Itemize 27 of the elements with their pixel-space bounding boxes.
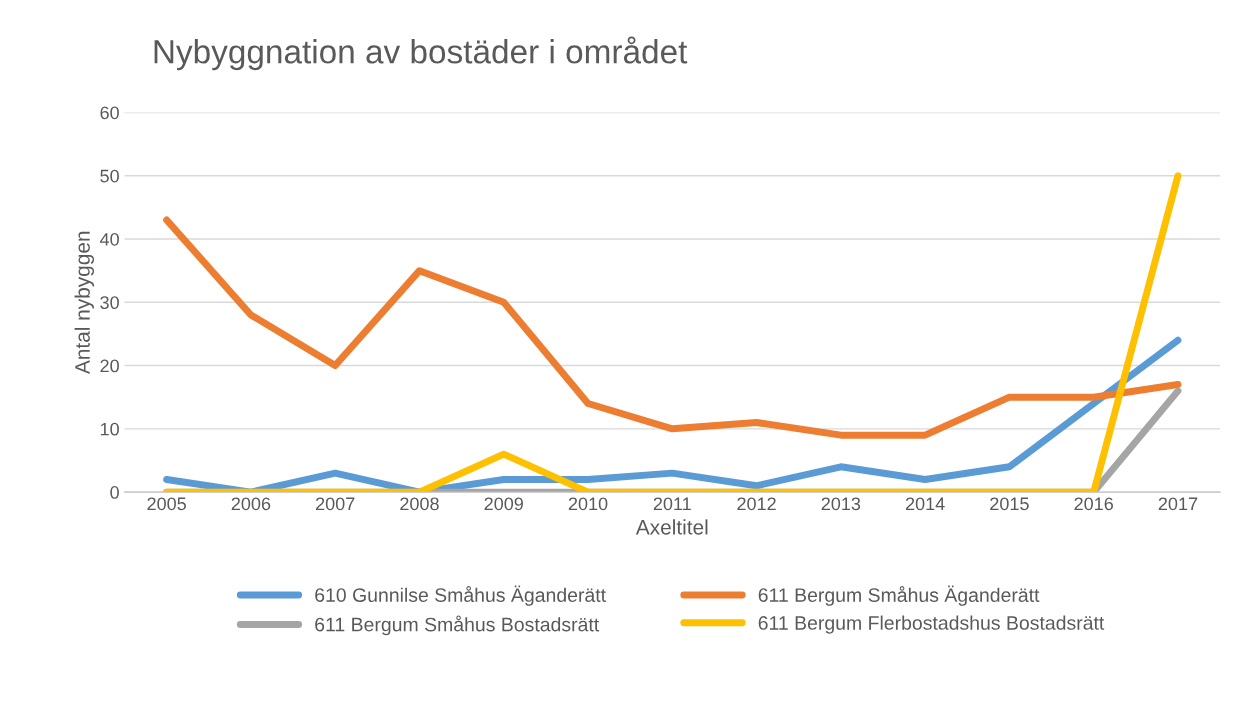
y-tick-label: 30	[100, 296, 119, 310]
y-tick-label: 60	[100, 106, 119, 120]
y-tick-label: 40	[99, 232, 119, 246]
y-axis-title: Antal nybyggen	[74, 231, 94, 375]
x-tick-label: 2015	[990, 497, 1029, 511]
x-tick-label: 2017	[1158, 497, 1198, 511]
y-tick-label: 50	[100, 169, 119, 183]
legend-label: 611 Bergum Flerbostadshus Bostadsrätt	[758, 615, 1105, 634]
legend-label: 611 Bergum Småhus Bostadsrätt	[315, 615, 600, 636]
y-tick-label: 0	[110, 486, 119, 499]
legend-label: 610 Gunnilse Småhus Äganderätt	[315, 585, 606, 606]
chart-title: Nybyggnation av bostäder i området	[154, 36, 688, 71]
x-tick-label: 2014	[905, 497, 945, 511]
x-tick-label: 2011	[653, 497, 691, 511]
x-tick-label: 2010	[568, 497, 608, 511]
x-tick-label: 2007	[316, 497, 355, 511]
x-tick-label: 2008	[400, 497, 439, 511]
y-tick-label: 10	[100, 422, 119, 436]
x-tick-label: 2012	[737, 497, 776, 511]
x-tick-label: 2013	[821, 497, 861, 511]
y-tick-label: 20	[100, 359, 119, 373]
x-axis-title: Axeltitel	[635, 519, 708, 535]
x-tick-label: 2016	[1074, 497, 1113, 511]
legend-label: 611 Bergum Småhus Äganderätt	[758, 585, 1040, 606]
x-tick-label: 2006	[231, 497, 271, 511]
x-tick-label: 2005	[147, 497, 186, 511]
x-tick-label: 2009	[484, 497, 523, 511]
